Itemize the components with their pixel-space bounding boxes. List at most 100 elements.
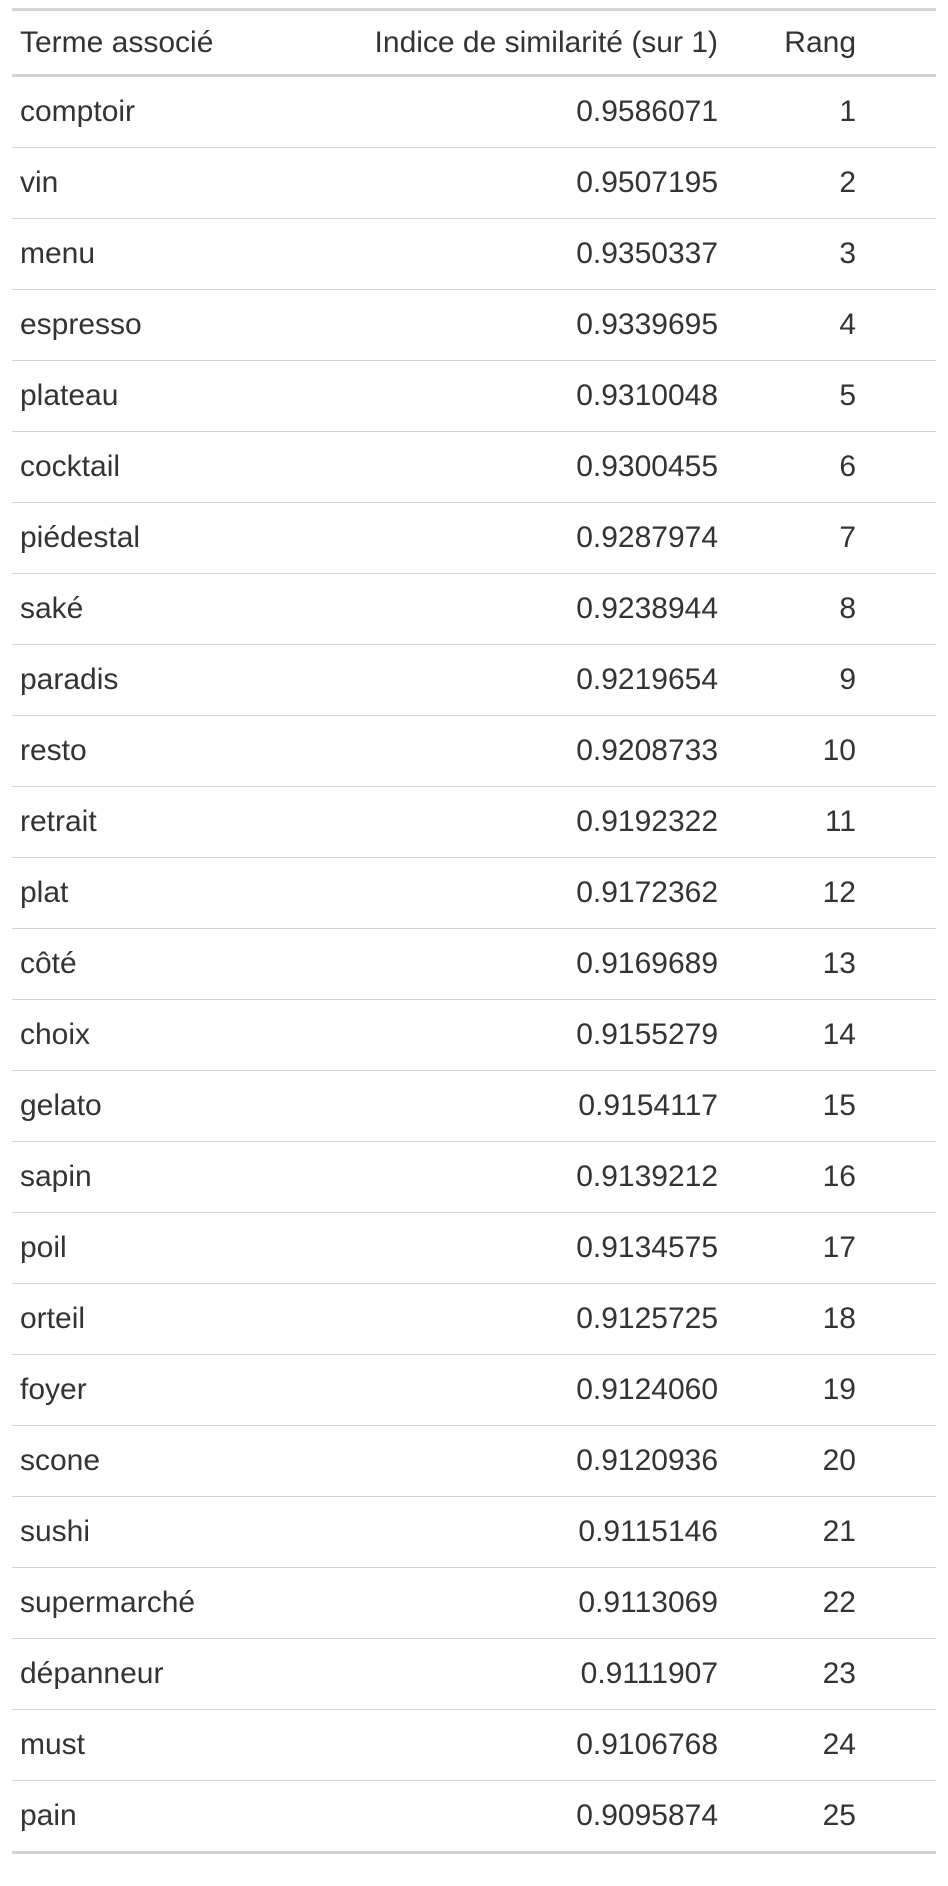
cell-term: paradis [12, 644, 290, 716]
cell-similarity: 0.9339695 [290, 289, 724, 361]
table-row: vin 0.9507195 2 [12, 147, 936, 219]
cell-rank: 15 [724, 1070, 936, 1142]
table-row: pain 0.9095874 25 [12, 1780, 936, 1854]
cell-rank: 18 [724, 1283, 936, 1355]
cell-term: piédestal [12, 502, 290, 574]
table-row: foyer 0.9124060 19 [12, 1354, 936, 1426]
cell-term: pain [12, 1780, 290, 1854]
cell-rank: 12 [724, 857, 936, 929]
cell-term: plat [12, 857, 290, 929]
cell-similarity: 0.9115146 [290, 1496, 724, 1568]
cell-similarity: 0.9507195 [290, 147, 724, 219]
cell-similarity: 0.9192322 [290, 786, 724, 858]
cell-term: menu [12, 218, 290, 290]
table-row: gelato 0.9154117 15 [12, 1070, 936, 1142]
cell-similarity: 0.9095874 [290, 1780, 724, 1854]
cell-similarity: 0.9300455 [290, 431, 724, 503]
cell-term: cocktail [12, 431, 290, 503]
table-row: orteil 0.9125725 18 [12, 1283, 936, 1355]
header-row: Terme associé Indice de similarité (sur … [12, 9, 936, 76]
table-row: poil 0.9134575 17 [12, 1212, 936, 1284]
table-row: cocktail 0.9300455 6 [12, 431, 936, 503]
cell-similarity: 0.9169689 [290, 928, 724, 1000]
cell-rank: 24 [724, 1709, 936, 1781]
cell-term: saké [12, 573, 290, 645]
table-row: dépanneur 0.9111907 23 [12, 1638, 936, 1710]
cell-rank: 4 [724, 289, 936, 361]
cell-rank: 21 [724, 1496, 936, 1568]
cell-rank: 11 [724, 786, 936, 858]
column-header-similarity: Indice de similarité (sur 1) [374, 25, 718, 59]
table-row: scone 0.9120936 20 [12, 1425, 936, 1497]
table-row: paradis 0.9219654 9 [12, 644, 936, 716]
cell-similarity: 0.9134575 [290, 1212, 724, 1284]
column-header-rank: Rang [784, 25, 856, 59]
cell-rank: 10 [724, 715, 936, 787]
table-row: plat 0.9172362 12 [12, 857, 936, 929]
cell-similarity: 0.9154117 [290, 1070, 724, 1142]
cell-term: poil [12, 1212, 290, 1284]
table-row: plateau 0.9310048 5 [12, 360, 936, 432]
table-row: comptoir 0.9586071 1 [12, 75, 936, 148]
table-row: sushi 0.9115146 21 [12, 1496, 936, 1568]
cell-term: sapin [12, 1141, 290, 1213]
cell-rank: 19 [724, 1354, 936, 1426]
cell-similarity: 0.9219654 [290, 644, 724, 716]
column-header-term: Terme associé [20, 25, 214, 59]
table-row: choix 0.9155279 14 [12, 999, 936, 1071]
cell-rank: 6 [724, 431, 936, 503]
cell-rank: 25 [724, 1780, 936, 1854]
cell-rank: 8 [724, 573, 936, 645]
table-row: piédestal 0.9287974 7 [12, 502, 936, 574]
cell-term: espresso [12, 289, 290, 361]
cell-rank: 9 [724, 644, 936, 716]
cell-similarity: 0.9287974 [290, 502, 724, 574]
similarity-table-container: Terme associé Indice de similarité (sur … [12, 8, 936, 1854]
cell-term: sushi [12, 1496, 290, 1568]
cell-rank: 23 [724, 1638, 936, 1710]
cell-term: retrait [12, 786, 290, 858]
cell-similarity: 0.9124060 [290, 1354, 724, 1426]
cell-similarity: 0.9350337 [290, 218, 724, 290]
table-row: côté 0.9169689 13 [12, 928, 936, 1000]
cell-similarity: 0.9172362 [290, 857, 724, 929]
cell-term: must [12, 1709, 290, 1781]
cell-rank: 1 [724, 75, 936, 148]
cell-rank: 20 [724, 1425, 936, 1497]
table-row: saké 0.9238944 8 [12, 573, 936, 645]
cell-similarity: 0.9586071 [290, 75, 724, 148]
table-row: espresso 0.9339695 4 [12, 289, 936, 361]
cell-similarity: 0.9113069 [290, 1567, 724, 1639]
table-row: menu 0.9350337 3 [12, 218, 936, 290]
cell-similarity: 0.9155279 [290, 999, 724, 1071]
table-body: comptoir 0.9586071 1 vin 0.9507195 2 menu 0.935… [12, 75, 936, 1854]
cell-rank: 13 [724, 928, 936, 1000]
cell-similarity: 0.9208733 [290, 715, 724, 787]
cell-term: côté [12, 928, 290, 1000]
cell-similarity: 0.9139212 [290, 1141, 724, 1213]
cell-term: vin [12, 147, 290, 219]
table-row: must 0.9106768 24 [12, 1709, 936, 1781]
similarity-table: Terme associé Indice de similarité (sur … [12, 8, 936, 1854]
table-row: supermarché 0.9113069 22 [12, 1567, 936, 1639]
cell-similarity: 0.9238944 [290, 573, 724, 645]
cell-term: plateau [12, 360, 290, 432]
cell-rank: 22 [724, 1567, 936, 1639]
cell-term: gelato [12, 1070, 290, 1142]
cell-rank: 17 [724, 1212, 936, 1284]
table-row: retrait 0.9192322 11 [12, 786, 936, 858]
cell-similarity: 0.9120936 [290, 1425, 724, 1497]
cell-term: scone [12, 1425, 290, 1497]
cell-rank: 7 [724, 502, 936, 574]
cell-similarity: 0.9106768 [290, 1709, 724, 1781]
cell-term: resto [12, 715, 290, 787]
cell-term: foyer [12, 1354, 290, 1426]
table-row: resto 0.9208733 10 [12, 715, 936, 787]
cell-rank: 2 [724, 147, 936, 219]
cell-term: comptoir [12, 75, 290, 148]
table-header: Terme associé Indice de similarité (sur … [12, 9, 936, 76]
cell-term: supermarché [12, 1567, 290, 1639]
cell-term: choix [12, 999, 290, 1071]
cell-rank: 14 [724, 999, 936, 1071]
cell-rank: 5 [724, 360, 936, 432]
